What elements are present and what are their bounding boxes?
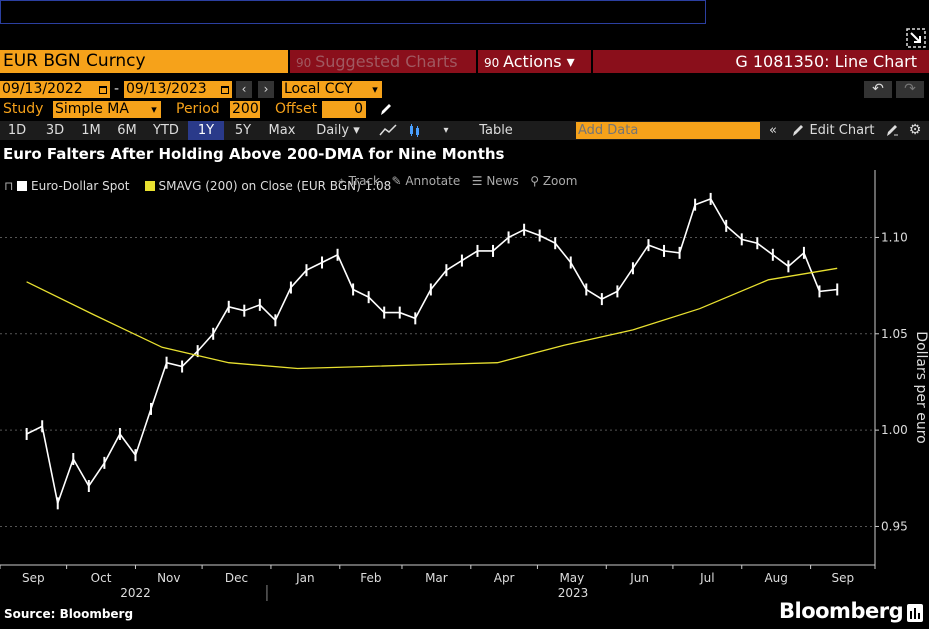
x-tick-label: Jan [295,571,315,585]
y-tick-label: 1.05 [881,327,908,341]
period-label: Period [176,101,220,117]
edit-chart-button[interactable]: Edit Chart [809,123,875,138]
study-label: Study [3,101,44,117]
x-tick-label: Feb [360,571,381,585]
series-ma-line [26,267,838,370]
x-year-label: 2023 [558,586,589,600]
period-input[interactable]: 200 [230,101,260,118]
actions-menu[interactable]: 90 Actions ▾ [478,50,591,73]
x-tick-label: Mar [425,571,448,585]
range-button-5y[interactable]: 5Y [234,123,252,138]
x-tick-label: Aug [764,571,787,585]
annotate-button[interactable]: Annotate [405,174,461,188]
x-tick-label: Apr [494,571,515,585]
undo-button[interactable]: ↶ [864,81,892,98]
x-tick-label: Dec [225,571,248,585]
ticker-field[interactable]: EUR BGN Curncy [0,50,288,73]
edit-pencil-icon[interactable] [790,122,806,139]
candlestick-icon[interactable] [405,122,425,139]
y-axis-label: Dollars per euro [913,331,929,443]
start-calendar-icon[interactable] [96,81,110,98]
study-select[interactable]: Simple MA [53,101,147,118]
source-note: Source: Bloomberg [4,607,134,621]
x-tick-label: Sep [22,571,45,585]
offset-input[interactable]: 0 [322,101,366,118]
legend-swatch-spot [17,181,28,191]
zoom-icon[interactable]: ⚲ [530,174,539,188]
bloomberg-logo: Bloomberg [779,599,904,623]
x-tick-label: May [559,571,584,585]
offset-label: Offset [275,101,318,117]
y-tick-label: 1.10 [881,230,908,244]
chart-title: Euro Falters After Holding Above 200-DMA… [3,145,505,163]
chart-type-dropdown-icon[interactable]: ▾ [443,125,449,136]
frequency-value: Daily [316,123,350,138]
legend-pin-icon[interactable]: ⊓ [4,179,14,193]
window-title: G 1081350: Line Chart [593,50,929,73]
actions-prefix-icon: 90 [484,56,504,70]
end-date-input[interactable]: 09/13/2023 [124,81,218,98]
track-button[interactable]: Track [348,174,380,188]
news-icon[interactable]: ☰ [471,174,483,188]
suggested-charts-button[interactable]: 90 Suggested Charts [290,50,476,73]
undock-icon[interactable] [906,28,926,48]
chart-tools: ⌖ Track ✎ Annotate ☰ News ⚲ Zoom [338,174,577,192]
news-button[interactable]: News [486,174,519,188]
legend: ⊓ Euro-Dollar Spot SMAVG (200) on Close … [4,179,391,197]
command-line[interactable] [0,0,706,24]
date-separator: - [114,81,120,97]
bloomberg-logo-icon [907,604,923,622]
frequency-select[interactable]: Daily ▾ [306,121,370,140]
suggested-prefix-icon: 90 [296,56,316,70]
table-button[interactable]: Table [479,123,513,138]
currency-select[interactable]: Local CCY [282,81,368,98]
annotate-icon[interactable]: ✎ [391,174,402,188]
currency-value: Local CCY [284,81,353,97]
prev-period-button[interactable]: ‹ [236,81,252,98]
dropdown-arrow-icon: ▾ [561,52,575,71]
x-year-label: 2022 [120,586,151,600]
next-period-button[interactable]: › [258,81,274,98]
study-value: Simple MA [55,101,129,117]
legend-spot: Euro-Dollar Spot [31,179,130,193]
line-chart-icon[interactable] [378,122,398,139]
suggested-label: Suggested Charts [315,52,458,71]
range-button-3d[interactable]: 3D [45,123,65,138]
x-tick-label: Oct [91,571,112,585]
redo-button[interactable]: ↷ [896,81,924,98]
study-dropdown-icon[interactable]: ▾ [147,101,161,118]
add-data-input[interactable] [576,122,760,139]
range-button-max[interactable]: Max [268,123,296,138]
legend-swatch-ma [144,181,155,191]
start-date-input[interactable]: 09/13/2022 [0,81,96,98]
range-button-1m[interactable]: 1M [81,123,101,138]
y-tick-label: 0.95 [881,519,908,533]
x-tick-label: Sep [831,571,854,585]
actions-label: Actions [503,52,562,71]
line-chart[interactable]: 0.95 1.00 1.05 1.10 Sep Oct Nov Dec Jan Feb Mar Apr… [0,165,929,605]
currency-dropdown-icon[interactable]: ▾ [368,81,382,98]
range-button-1y[interactable]: 1Y [188,121,224,140]
series-spot-line [26,197,838,507]
y-tick-label: 1.00 [881,423,908,437]
zoom-button[interactable]: Zoom [542,174,578,188]
range-button-6m[interactable]: 6M [117,123,137,138]
x-tick-label: Jul [699,571,714,585]
range-button-ytd[interactable]: YTD [153,123,179,138]
range-button-1d[interactable]: 1D [7,123,27,138]
frequency-dropdown-icon: ▾ [349,123,360,138]
collapse-icon[interactable]: « [769,123,777,138]
legend-ma: SMAVG (200) on Close (EUR BGN) 1.08 [158,179,392,193]
end-calendar-icon[interactable] [218,81,232,98]
gear-icon[interactable]: ⚙ [908,122,922,138]
x-tick-label: Nov [157,571,180,585]
pencil-icon[interactable] [378,101,394,118]
edit-settings-icon[interactable] [884,122,900,139]
track-icon[interactable]: ⌖ [338,174,345,188]
x-tick-label: Jun [629,571,649,585]
